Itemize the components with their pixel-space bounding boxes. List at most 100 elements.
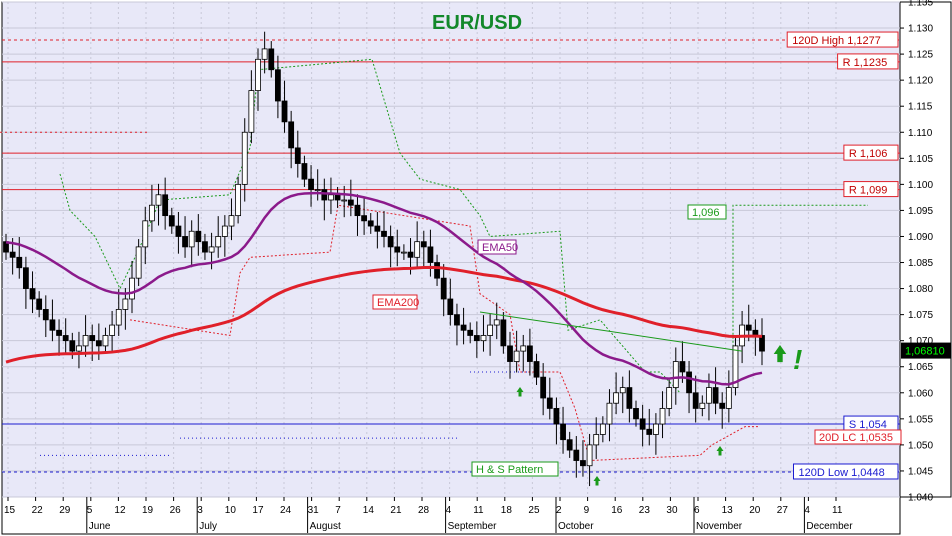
annotation-label: EMA200 [377,297,419,309]
annotation-label: H & S Pattern [476,464,543,476]
month-label: December [806,521,853,532]
candle-body [540,376,547,399]
neckline [479,311,743,352]
candle-body [560,423,566,441]
signal-mark: ! [793,344,802,375]
level-label: R 1,099 [849,185,888,197]
candle-body [427,246,434,263]
y-tick-label: 1.080 [908,284,933,295]
candle-body [22,267,29,289]
candle-body [56,329,62,336]
annotation-label: 1,096 [692,207,720,219]
plot-area [1,1,901,498]
candle-body [533,361,540,378]
x-tick-label: 2 [556,505,562,516]
x-tick-label: 3 [197,505,203,516]
y-tick-label: 1.050 [908,440,933,451]
level-label-box [843,181,899,198]
x-tick-label: 9 [584,505,590,516]
candle-body [367,220,374,227]
x-tick-label: 10 [225,505,237,516]
candle-body [168,215,175,227]
green-up-arrow [716,446,724,456]
candle-body [328,194,334,201]
candle-body [268,48,275,71]
candle-body [580,460,586,467]
x-tick-label: 23 [639,505,651,516]
candle-body [692,392,699,409]
candle-body [454,314,460,326]
x-tick-label: 26 [170,505,182,516]
level-label: 120D High 1,1277 [792,35,881,47]
y-tick-label: 1.105 [908,154,933,165]
candle-body [606,402,613,425]
y-tick-label: 1.100 [908,180,933,191]
x-tick-label: 11 [473,505,484,516]
candle-body [659,408,666,425]
candle-body [553,408,560,425]
candle-body [420,241,427,248]
green-up-arrow-large [773,345,787,363]
candle-body [208,246,215,253]
candle-body [745,324,752,331]
y-tick-label: 1.040 [908,493,933,504]
candle-body [155,194,162,206]
candle-body [188,230,195,248]
x-tick-label: 31 [308,505,320,516]
candle-body [49,319,56,331]
x-tick-label: 11 [832,505,843,516]
annotation-box [814,429,902,445]
x-tick-label: 22 [32,505,44,516]
chart-title: EUR/USD [432,12,522,34]
y-tick-label: 1.095 [908,206,933,217]
candle-body [347,199,354,206]
candle-body [281,100,288,123]
green-up-arrow [593,476,601,486]
candle-body [69,340,76,352]
candle-body [9,251,16,258]
candle-body [686,371,692,394]
y-tick-label: 1.060 [908,388,933,399]
candle-body [374,225,381,232]
candle-body [314,189,321,191]
candle-body [82,335,89,347]
candle-body [175,225,182,237]
y-tick-label: 1.115 [908,102,933,113]
candle-body [507,345,513,362]
candle-body [274,69,281,102]
candle-body [255,58,261,91]
candle-body [294,147,301,164]
candle-body [500,319,507,347]
green-up-arrow [516,387,524,397]
red-trailing-stop [129,204,760,462]
last-price-box [901,342,951,359]
candle-body [434,262,440,279]
y-tick-label: 1.130 [908,24,933,35]
y-tick-label: 1.065 [908,362,933,373]
candle-body [586,444,593,467]
candle-body [467,329,474,336]
candle-body [36,298,43,310]
x-tick-label: 7 [335,505,341,516]
x-tick-label: 28 [418,505,430,516]
month-label: September [448,521,498,532]
candle-body [148,204,155,222]
candle-body [546,397,553,409]
y-tick-label: 1.125 [908,50,933,61]
candle-body [202,241,208,253]
candle-body [672,361,679,388]
annotation-box [372,294,418,310]
x-tick-label: 4 [446,505,452,516]
x-tick-label: 18 [501,505,513,516]
candle-body [42,309,49,321]
candle-body [301,163,308,180]
candle-body [195,230,202,243]
candle-body [493,319,500,326]
x-tick-label: 14 [363,505,375,516]
candle-body [288,121,295,149]
candle-body [261,48,268,60]
month-label: June [89,521,111,532]
y-tick-label: 1.085 [908,258,933,269]
candle-body [573,449,580,461]
